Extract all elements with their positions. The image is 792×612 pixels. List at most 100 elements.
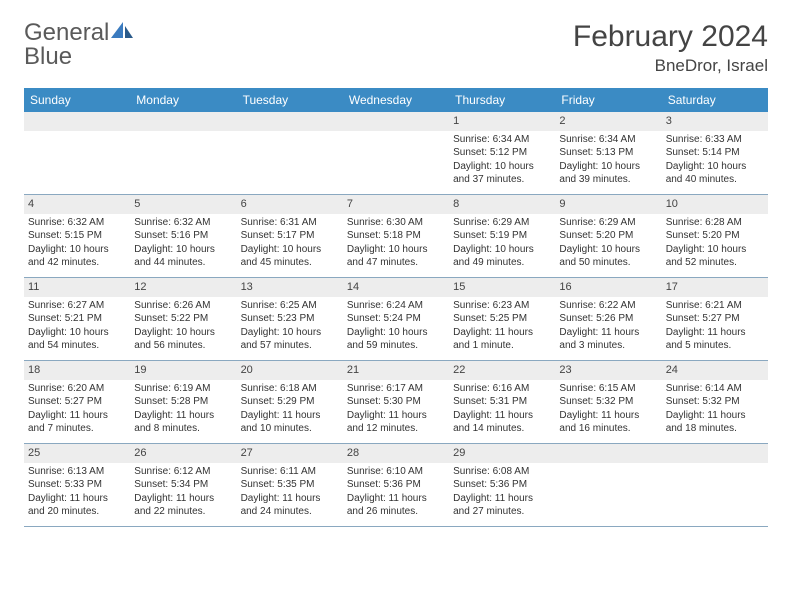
sunset-text: Sunset: 5:29 PM — [241, 395, 339, 409]
calendar-cell: 16Sunrise: 6:22 AMSunset: 5:26 PMDayligh… — [555, 278, 661, 360]
daylight-text: Daylight: 11 hours — [666, 326, 764, 340]
daylight-text: Daylight: 10 hours — [241, 243, 339, 257]
calendar-cell: 17Sunrise: 6:21 AMSunset: 5:27 PMDayligh… — [662, 278, 768, 360]
sunrise-text: Sunrise: 6:28 AM — [666, 216, 764, 230]
daylight-text: and 54 minutes. — [28, 339, 126, 353]
sunset-text: Sunset: 5:18 PM — [347, 229, 445, 243]
daylight-text: and 47 minutes. — [347, 256, 445, 270]
day-header: Friday — [555, 88, 661, 112]
daylight-text: and 52 minutes. — [666, 256, 764, 270]
calendar-cell: 26Sunrise: 6:12 AMSunset: 5:34 PMDayligh… — [130, 444, 236, 526]
daylight-text: Daylight: 10 hours — [134, 243, 232, 257]
day-number: 4 — [24, 195, 130, 214]
sunrise-text: Sunrise: 6:13 AM — [28, 465, 126, 479]
daylight-text: and 8 minutes. — [134, 422, 232, 436]
day-number: 12 — [130, 278, 236, 297]
daylight-text: and 3 minutes. — [559, 339, 657, 353]
day-number — [130, 112, 236, 131]
day-number: 29 — [449, 444, 555, 463]
daylight-text: and 12 minutes. — [347, 422, 445, 436]
sunset-text: Sunset: 5:26 PM — [559, 312, 657, 326]
sunset-text: Sunset: 5:34 PM — [134, 478, 232, 492]
sunrise-text: Sunrise: 6:33 AM — [666, 133, 764, 147]
sunset-text: Sunset: 5:21 PM — [28, 312, 126, 326]
daylight-text: Daylight: 11 hours — [559, 409, 657, 423]
calendar-cell: 12Sunrise: 6:26 AMSunset: 5:22 PMDayligh… — [130, 278, 236, 360]
calendar-cell — [343, 112, 449, 194]
calendar-week: 25Sunrise: 6:13 AMSunset: 5:33 PMDayligh… — [24, 444, 768, 527]
sunset-text: Sunset: 5:32 PM — [666, 395, 764, 409]
daylight-text: Daylight: 11 hours — [28, 492, 126, 506]
day-header: Saturday — [662, 88, 768, 112]
calendar-cell — [130, 112, 236, 194]
calendar-week: 4Sunrise: 6:32 AMSunset: 5:15 PMDaylight… — [24, 195, 768, 278]
sunset-text: Sunset: 5:31 PM — [453, 395, 551, 409]
day-number: 5 — [130, 195, 236, 214]
calendar-cell: 28Sunrise: 6:10 AMSunset: 5:36 PMDayligh… — [343, 444, 449, 526]
day-number: 8 — [449, 195, 555, 214]
daylight-text: and 50 minutes. — [559, 256, 657, 270]
sunset-text: Sunset: 5:16 PM — [134, 229, 232, 243]
calendar-cell — [237, 112, 343, 194]
daylight-text: and 49 minutes. — [453, 256, 551, 270]
day-number — [555, 444, 661, 463]
calendar-cell: 15Sunrise: 6:23 AMSunset: 5:25 PMDayligh… — [449, 278, 555, 360]
calendar: Sunday Monday Tuesday Wednesday Thursday… — [24, 88, 768, 527]
day-number: 26 — [130, 444, 236, 463]
daylight-text: and 45 minutes. — [241, 256, 339, 270]
day-number: 20 — [237, 361, 343, 380]
day-number: 6 — [237, 195, 343, 214]
day-number: 17 — [662, 278, 768, 297]
sunrise-text: Sunrise: 6:12 AM — [134, 465, 232, 479]
sunrise-text: Sunrise: 6:19 AM — [134, 382, 232, 396]
calendar-cell: 25Sunrise: 6:13 AMSunset: 5:33 PMDayligh… — [24, 444, 130, 526]
daylight-text: and 16 minutes. — [559, 422, 657, 436]
sunrise-text: Sunrise: 6:23 AM — [453, 299, 551, 313]
sunrise-text: Sunrise: 6:25 AM — [241, 299, 339, 313]
daylight-text: Daylight: 10 hours — [559, 243, 657, 257]
calendar-cell: 6Sunrise: 6:31 AMSunset: 5:17 PMDaylight… — [237, 195, 343, 277]
day-header: Wednesday — [343, 88, 449, 112]
day-number: 27 — [237, 444, 343, 463]
sunset-text: Sunset: 5:36 PM — [347, 478, 445, 492]
sunrise-text: Sunrise: 6:31 AM — [241, 216, 339, 230]
sunrise-text: Sunrise: 6:17 AM — [347, 382, 445, 396]
daylight-text: Daylight: 11 hours — [134, 409, 232, 423]
sunrise-text: Sunrise: 6:34 AM — [559, 133, 657, 147]
sunrise-text: Sunrise: 6:22 AM — [559, 299, 657, 313]
calendar-cell: 4Sunrise: 6:32 AMSunset: 5:15 PMDaylight… — [24, 195, 130, 277]
day-number: 25 — [24, 444, 130, 463]
sunset-text: Sunset: 5:15 PM — [28, 229, 126, 243]
sunset-text: Sunset: 5:20 PM — [559, 229, 657, 243]
daylight-text: Daylight: 11 hours — [241, 492, 339, 506]
day-number — [343, 112, 449, 131]
day-number: 19 — [130, 361, 236, 380]
daylight-text: and 10 minutes. — [241, 422, 339, 436]
sunrise-text: Sunrise: 6:32 AM — [134, 216, 232, 230]
daylight-text: Daylight: 11 hours — [559, 326, 657, 340]
daylight-text: and 59 minutes. — [347, 339, 445, 353]
day-header: Sunday — [24, 88, 130, 112]
sunset-text: Sunset: 5:28 PM — [134, 395, 232, 409]
calendar-week: 18Sunrise: 6:20 AMSunset: 5:27 PMDayligh… — [24, 361, 768, 444]
daylight-text: Daylight: 11 hours — [453, 409, 551, 423]
daylight-text: Daylight: 10 hours — [241, 326, 339, 340]
sunrise-text: Sunrise: 6:14 AM — [666, 382, 764, 396]
daylight-text: and 26 minutes. — [347, 505, 445, 519]
daylight-text: Daylight: 10 hours — [666, 243, 764, 257]
sunrise-text: Sunrise: 6:26 AM — [134, 299, 232, 313]
day-number — [237, 112, 343, 131]
day-number: 10 — [662, 195, 768, 214]
sunrise-text: Sunrise: 6:32 AM — [28, 216, 126, 230]
calendar-cell: 20Sunrise: 6:18 AMSunset: 5:29 PMDayligh… — [237, 361, 343, 443]
daylight-text: Daylight: 11 hours — [28, 409, 126, 423]
calendar-cell: 3Sunrise: 6:33 AMSunset: 5:14 PMDaylight… — [662, 112, 768, 194]
calendar-cell: 2Sunrise: 6:34 AMSunset: 5:13 PMDaylight… — [555, 112, 661, 194]
header: General Blue February 2024 BneDror, Isra… — [24, 20, 768, 76]
calendar-cell: 1Sunrise: 6:34 AMSunset: 5:12 PMDaylight… — [449, 112, 555, 194]
sunrise-text: Sunrise: 6:34 AM — [453, 133, 551, 147]
brand-part2: Blue — [24, 43, 72, 70]
calendar-cell: 19 Sunrise: 6:19 AMSunset: 5:28 PMDayligh… — [130, 361, 236, 443]
daylight-text: and 5 minutes. — [666, 339, 764, 353]
day-header: Thursday — [449, 88, 555, 112]
